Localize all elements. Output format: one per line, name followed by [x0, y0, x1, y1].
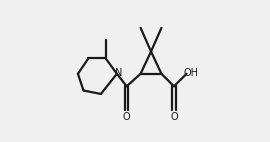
- Text: OH: OH: [183, 68, 198, 78]
- Text: O: O: [170, 112, 178, 122]
- Text: N: N: [114, 68, 122, 78]
- Text: O: O: [123, 112, 130, 122]
